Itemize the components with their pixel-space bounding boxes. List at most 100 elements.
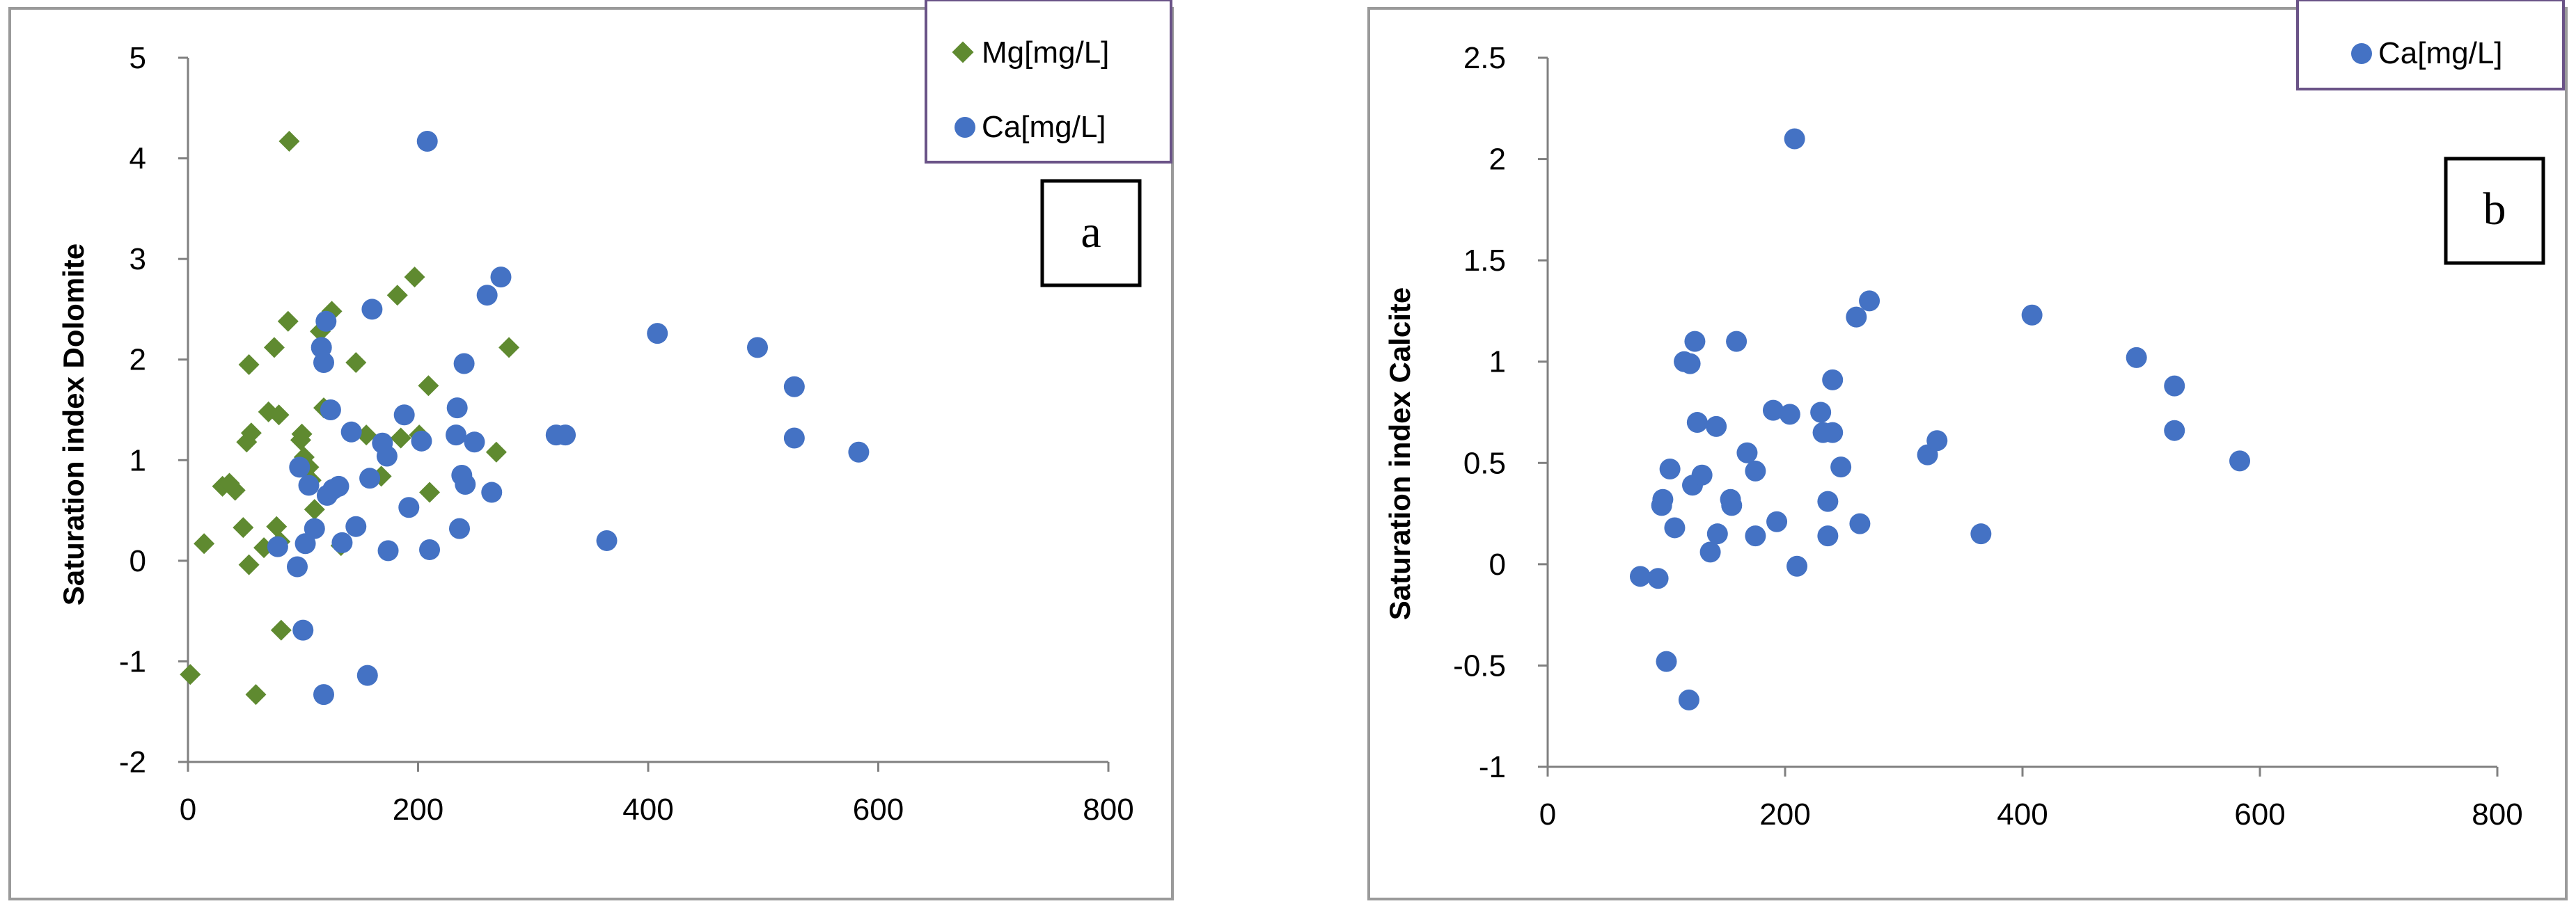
mg-point <box>238 554 260 575</box>
panel-label-frame <box>2444 157 2545 265</box>
mg-point <box>304 499 325 520</box>
ca-point <box>1822 422 1844 443</box>
y-tick-label: 2 <box>129 343 146 377</box>
x-axis-ticks: 0 200 400 600 800 <box>1539 767 2523 832</box>
ca-point <box>455 473 476 495</box>
chart-panel-a: Saturation index Dolomite -2 -1 0 1 2 3 4 5 0 20… <box>8 0 1174 900</box>
ca-point <box>313 352 334 374</box>
y-tick-label: -1 <box>1479 750 1506 784</box>
ca-point <box>1745 525 1766 547</box>
ca-point <box>446 397 468 419</box>
ca-point <box>356 665 378 686</box>
ca-point <box>361 299 383 320</box>
y-axis-ticks: -2 -1 0 1 2 3 4 5 <box>119 41 188 779</box>
ca-point <box>1786 555 1808 577</box>
ca-point <box>331 532 353 553</box>
axes <box>187 58 1108 763</box>
ca-point <box>1699 541 1721 563</box>
ca-point <box>481 482 503 503</box>
x-tick-label: 400 <box>622 793 673 827</box>
ca-point <box>1684 331 1706 352</box>
y-tick-label: -0.5 <box>1453 649 1506 683</box>
ca-point <box>2164 375 2185 397</box>
ca-point <box>2021 304 2043 326</box>
ca-point <box>596 530 618 551</box>
ca-point <box>1830 456 1852 478</box>
x-tick-label: 800 <box>1083 793 1133 827</box>
ca-point <box>1745 460 1766 482</box>
y-tick-label: 2.5 <box>1463 41 1506 75</box>
mg-point <box>277 310 299 332</box>
y-tick-label: 1 <box>1489 345 1506 379</box>
ca-point <box>1779 404 1800 425</box>
y-axis-ticks: -1 -0.5 0 0.5 1 1.5 2 2.5 <box>1453 41 1548 784</box>
mg-point <box>386 285 408 306</box>
ca-point <box>1664 517 1686 539</box>
mg-point <box>404 267 425 288</box>
ca-point <box>1810 402 1832 423</box>
ca-point <box>1859 290 1880 312</box>
chart-panel-b: Saturation index Calcite -1 -0.5 0 0.5 1 1.5 2… <box>1367 0 2568 900</box>
ca-point <box>292 619 314 641</box>
y-tick-label: 0.5 <box>1463 446 1506 480</box>
ca-point <box>1726 331 1748 352</box>
mg-point <box>270 619 292 641</box>
ca-point <box>411 430 432 452</box>
ca-point <box>298 475 320 496</box>
ca-point <box>398 497 420 518</box>
ca-point <box>1691 464 1713 486</box>
ca-point <box>1679 353 1701 374</box>
mg-point <box>194 533 215 555</box>
ca-point <box>419 539 441 560</box>
ca-point <box>345 516 367 537</box>
panel-label: b <box>2483 184 2506 235</box>
legend-ca-marker <box>2351 43 2372 64</box>
ca-point <box>783 427 805 449</box>
mg-point <box>278 130 300 152</box>
ca-point <box>1784 128 1805 150</box>
ca-point <box>1629 566 1651 587</box>
ca-point <box>1817 491 1839 512</box>
ca-point <box>446 424 467 446</box>
ca-point <box>1817 525 1839 547</box>
ca-point <box>1656 651 1677 672</box>
y-tick-label: 1 <box>129 443 146 477</box>
mg-point <box>238 353 260 375</box>
y-tick-label: -2 <box>119 745 146 779</box>
y-tick-label: 2 <box>1489 143 1506 177</box>
legend: Mg[mg/L] Ca[mg/L] <box>925 0 1172 164</box>
ca-point <box>1659 459 1681 480</box>
ca-point <box>267 536 288 557</box>
x-tick-label: 800 <box>2472 797 2522 832</box>
ca-point <box>1926 430 1948 452</box>
y-tick-label: 3 <box>129 242 146 276</box>
y-tick-label: 0 <box>1489 548 1506 582</box>
y-tick-label: 5 <box>129 41 146 75</box>
ca-point <box>1736 442 1758 463</box>
mg-point <box>224 479 246 501</box>
ca-point <box>1766 511 1788 532</box>
legend-ca-label: Ca[mg/L] <box>2378 36 2503 70</box>
ca-point <box>286 556 308 578</box>
ca-point <box>416 130 438 152</box>
mg-point <box>419 482 441 503</box>
ca-point <box>1706 415 1727 437</box>
mg-point <box>291 423 313 445</box>
mg-point <box>498 337 520 358</box>
ca-point <box>1652 488 1674 510</box>
ca-point <box>1822 369 1844 390</box>
y-tick-label: 1.5 <box>1463 244 1506 278</box>
ca-point <box>490 267 512 288</box>
ca-point <box>555 424 576 446</box>
mg-point <box>268 404 290 426</box>
panel-label-box: b <box>2444 157 2545 265</box>
panel-label: a <box>1081 207 1101 257</box>
ca-point <box>783 376 805 397</box>
mg-point <box>418 375 439 397</box>
ca-point <box>294 533 316 555</box>
legend-box <box>2296 0 2565 90</box>
mg-point <box>180 664 201 685</box>
ca-point <box>2164 420 2185 441</box>
ca-point <box>377 540 399 562</box>
